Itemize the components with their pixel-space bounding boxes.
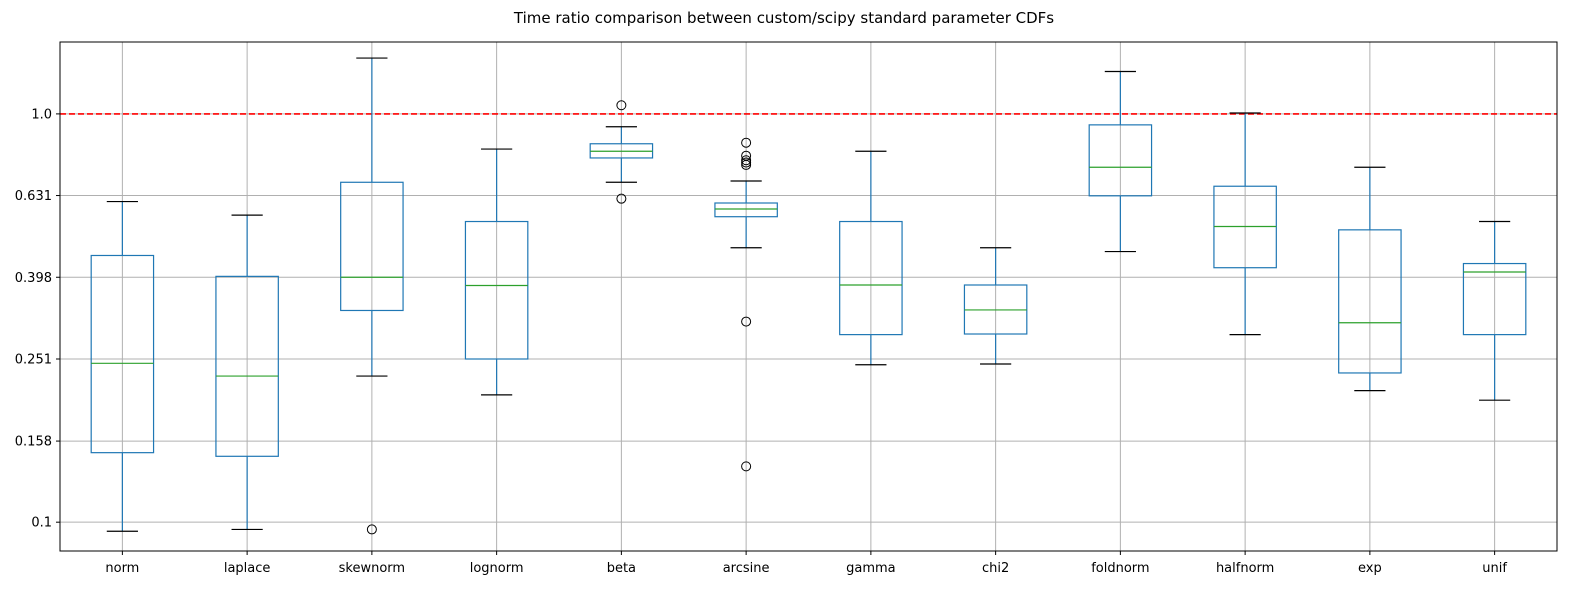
- x-axis-ticks: norm laplace skewnorm lognorm beta arcsine gam…: [105, 551, 1507, 576]
- x-tick-label: beta: [607, 561, 636, 576]
- y-tick-label: 0.398: [15, 271, 52, 286]
- outlier-point: [741, 159, 752, 170]
- box-iqr: [1338, 229, 1402, 374]
- box-exp: [1338, 166, 1402, 392]
- box-iqr: [714, 202, 778, 218]
- box-chi2: [963, 247, 1028, 365]
- outlier-point: [616, 193, 627, 204]
- box-gamma: [839, 150, 903, 366]
- box-iqr: [464, 220, 529, 360]
- x-tick-label: foldnorm: [1091, 561, 1149, 576]
- outlier-point: [741, 137, 752, 148]
- x-tick-label: skewnorm: [339, 561, 405, 576]
- x-tick-label: halfnorm: [1216, 561, 1274, 576]
- box-lognorm: [464, 148, 529, 396]
- outlier-point: [741, 316, 752, 327]
- y-tick-label: 0.251: [15, 353, 52, 368]
- box-iqr: [1462, 262, 1527, 336]
- x-tick-label: lognorm: [470, 561, 524, 576]
- outlier-point: [366, 524, 377, 535]
- box-iqr: [90, 254, 155, 454]
- box-iqr: [1088, 124, 1153, 197]
- box-laplace: [215, 214, 279, 531]
- x-tick-label: norm: [105, 561, 139, 576]
- outlier-point: [616, 100, 627, 111]
- x-tick-label: gamma: [846, 561, 896, 576]
- box-unif: [1462, 220, 1527, 401]
- chart-title: Time ratio comparison between custom/sci…: [513, 9, 1054, 27]
- x-tick-label: exp: [1358, 561, 1382, 576]
- box-norm: [90, 200, 155, 532]
- x-tick-label: chi2: [982, 561, 1009, 576]
- box-arcsine: [714, 137, 778, 472]
- box-iqr: [839, 220, 903, 336]
- outlier-point: [741, 155, 752, 166]
- box-halfnorm: [1213, 112, 1277, 336]
- y-tick-label: 1.0: [31, 107, 52, 122]
- x-tick-label: arcsine: [723, 561, 770, 576]
- x-tick-label: laplace: [224, 561, 271, 576]
- box-iqr: [215, 275, 279, 457]
- box-beta: [589, 100, 654, 204]
- box-skewnorm: [340, 57, 404, 535]
- plot-area-frame: [59, 41, 1558, 552]
- grid-lines: [60, 42, 1557, 551]
- y-axis-ticks: 0.1 0.158 0.251 0.398 0.631 1.0: [15, 107, 60, 531]
- outlier-point: [741, 461, 752, 472]
- x-tick-label: unif: [1482, 561, 1507, 576]
- box-iqr: [340, 181, 404, 312]
- box-foldnorm: [1088, 70, 1153, 253]
- y-tick-label: 0.631: [15, 189, 52, 204]
- y-tick-label: 0.158: [15, 435, 52, 450]
- y-tick-label: 0.1: [31, 516, 52, 531]
- outlier-point: [741, 157, 752, 168]
- boxes-group: [90, 57, 1527, 535]
